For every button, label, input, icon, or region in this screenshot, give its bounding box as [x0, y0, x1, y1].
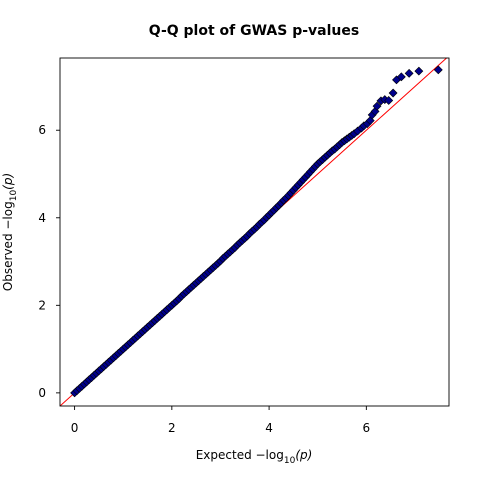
plot-frame: [59, 57, 450, 407]
x-axis-label-subscript: 10: [284, 456, 296, 466]
y-tick-label: 6: [38, 123, 46, 137]
data-point: [414, 66, 424, 76]
x-tick-label: 6: [363, 421, 371, 435]
data-point: [372, 101, 382, 111]
y-tick-label: 2: [38, 298, 46, 312]
y-axis: 0 2 4 6: [38, 123, 60, 400]
y-tick-label: 0: [38, 386, 46, 400]
y-tick-label: 4: [38, 211, 46, 225]
x-axis: 0 2 4 6: [71, 406, 370, 435]
x-tick-label: 2: [168, 421, 176, 435]
x-axis-label-prefix: Expected −log: [196, 448, 284, 462]
x-tick-label: 0: [71, 421, 79, 435]
x-axis-label: Expected −log10(p): [196, 448, 313, 466]
x-tick-label: 4: [265, 421, 273, 435]
data-point: [384, 96, 394, 105]
plot-content: [60, 58, 448, 406]
y-axis-label-prefix: Observed −log: [1, 201, 15, 291]
y-axis-label-suffix: (p): [1, 173, 15, 190]
x-axis-label-suffix: (p): [295, 448, 312, 462]
y-axis-label: Observed −log10(p): [1, 173, 19, 291]
points-layer: [70, 65, 443, 398]
data-point: [396, 72, 406, 82]
y-axis-label-subscript: 10: [9, 190, 19, 202]
data-point: [404, 68, 414, 78]
data-point: [388, 88, 398, 98]
chart-title: Q-Q plot of GWAS p-values: [149, 23, 359, 39]
data-point: [433, 65, 443, 75]
